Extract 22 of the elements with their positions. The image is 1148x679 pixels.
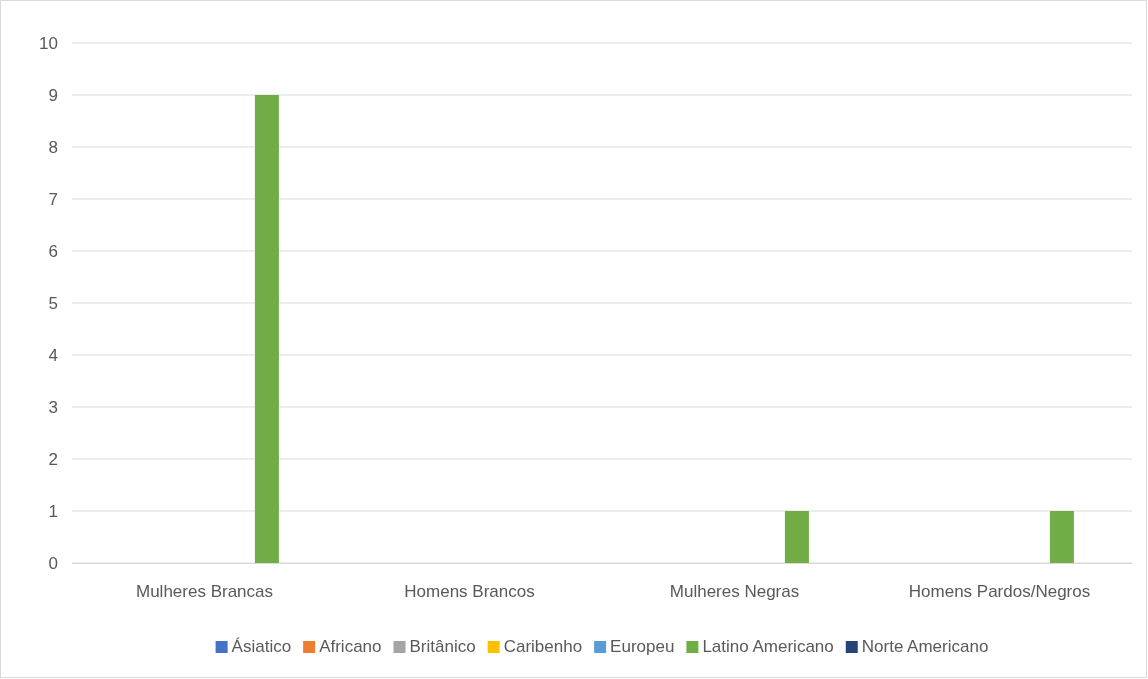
y-tick-label: 6: [48, 241, 58, 261]
y-tick-label: 8: [48, 137, 58, 157]
x-tick-label: Homens Brancos: [404, 582, 535, 602]
legend-label: Norte Americano: [861, 637, 989, 656]
x-tick-label: Mulheres Brancas: [135, 582, 274, 602]
x-tick-label: Homens Pardos/Negros: [908, 582, 1091, 602]
y-tick-label: 2: [48, 449, 58, 469]
legend-label: Africano: [319, 637, 382, 656]
legend-label: Ásiatico: [231, 637, 292, 656]
y-tick-label: 5: [48, 293, 58, 313]
y-tick-label: 9: [48, 85, 58, 105]
legend-label: Latino Americano: [702, 637, 834, 656]
y-tick-label: 7: [48, 189, 58, 209]
y-tick-label: 3: [48, 397, 58, 417]
legend-label: Britânico: [409, 637, 476, 656]
x-tick-label: Mulheres Negras: [669, 582, 800, 602]
y-tick-label: 10: [39, 33, 58, 53]
y-tick-label: 1: [48, 501, 58, 521]
legend-label: Caribenho: [503, 637, 583, 656]
y-tick-label: 4: [48, 345, 58, 365]
y-tick-label: 0: [48, 553, 58, 573]
legend-label: Europeu: [610, 637, 675, 656]
